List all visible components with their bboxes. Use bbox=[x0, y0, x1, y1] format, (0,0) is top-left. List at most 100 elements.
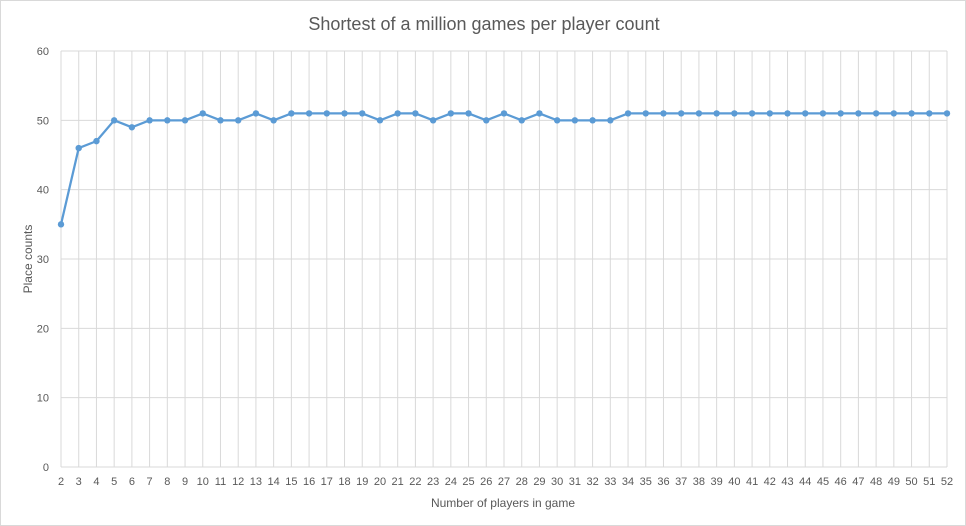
x-tick-label: 49 bbox=[888, 476, 900, 488]
x-tick-label: 10 bbox=[197, 476, 209, 488]
x-tick-label: 15 bbox=[285, 476, 297, 488]
data-point bbox=[146, 117, 153, 124]
data-point bbox=[660, 110, 667, 117]
x-tick-label: 43 bbox=[781, 476, 793, 488]
x-tick-label: 32 bbox=[586, 476, 598, 488]
gridlines bbox=[60, 50, 948, 468]
data-point bbox=[288, 110, 295, 117]
x-tick-label: 46 bbox=[835, 476, 847, 488]
data-point bbox=[784, 110, 791, 117]
x-tick-label: 28 bbox=[516, 476, 528, 488]
x-tick-label: 26 bbox=[480, 476, 492, 488]
x-tick-label: 27 bbox=[498, 476, 510, 488]
x-tick-label: 4 bbox=[93, 476, 99, 488]
x-tick-label: 31 bbox=[569, 476, 581, 488]
x-tick-label: 2 bbox=[58, 476, 64, 488]
data-point bbox=[341, 110, 348, 117]
y-tick-label: 60 bbox=[37, 46, 49, 58]
data-point bbox=[429, 117, 437, 124]
x-tick-label: 30 bbox=[551, 476, 563, 488]
y-tick-label: 40 bbox=[37, 185, 49, 197]
x-axis-ticks: 2 3 4 5 6 7 8 9 10 11 12 13 14 15 16 17 18 19 20 21 22 23 24 25… bbox=[58, 476, 953, 488]
data-point bbox=[394, 110, 401, 117]
data-point bbox=[678, 110, 685, 117]
data-point bbox=[624, 110, 632, 117]
x-tick-label: 24 bbox=[445, 476, 457, 488]
x-tick-label: 7 bbox=[147, 476, 153, 488]
x-tick-label: 36 bbox=[657, 476, 669, 488]
data-point bbox=[872, 110, 880, 117]
data-point bbox=[766, 110, 773, 117]
y-tick-label: 20 bbox=[37, 323, 49, 335]
data-point bbox=[926, 110, 933, 117]
data-point bbox=[837, 110, 844, 117]
data-point bbox=[235, 117, 242, 124]
y-tick-label: 50 bbox=[37, 115, 49, 127]
data-point bbox=[359, 110, 366, 117]
x-tick-label: 34 bbox=[622, 476, 634, 488]
x-tick-label: 48 bbox=[870, 476, 882, 488]
x-tick-label: 51 bbox=[923, 476, 935, 488]
data-point bbox=[607, 117, 614, 124]
data-point bbox=[642, 110, 649, 117]
x-tick-label: 44 bbox=[799, 476, 811, 488]
data-point bbox=[802, 110, 809, 117]
data-point bbox=[483, 117, 490, 124]
x-tick-label: 22 bbox=[409, 476, 421, 488]
x-tick-label: 13 bbox=[250, 476, 262, 488]
x-tick-label: 37 bbox=[675, 476, 687, 488]
data-point bbox=[890, 110, 898, 117]
data-point bbox=[199, 110, 206, 117]
x-tick-label: 41 bbox=[746, 476, 758, 488]
data-point bbox=[305, 110, 313, 117]
x-tick-label: 6 bbox=[129, 476, 135, 488]
x-tick-label: 33 bbox=[604, 476, 616, 488]
data-point bbox=[500, 110, 508, 117]
x-tick-label: 52 bbox=[941, 476, 953, 488]
y-tick-label: 0 bbox=[43, 462, 49, 474]
data-point bbox=[128, 124, 136, 131]
x-tick-label: 38 bbox=[693, 476, 705, 488]
x-tick-label: 42 bbox=[764, 476, 776, 488]
y-tick-label: 30 bbox=[37, 254, 49, 266]
data-point bbox=[713, 110, 720, 117]
data-point bbox=[323, 110, 330, 117]
x-tick-label: 9 bbox=[182, 476, 188, 488]
x-axis-title: Number of players in game bbox=[431, 496, 575, 510]
data-point bbox=[855, 110, 862, 117]
x-tick-label: 50 bbox=[905, 476, 917, 488]
data-point bbox=[731, 110, 738, 117]
x-tick-label: 47 bbox=[852, 476, 864, 488]
data-point bbox=[518, 117, 525, 124]
x-tick-label: 14 bbox=[268, 476, 280, 488]
data-point bbox=[164, 117, 171, 124]
data-point bbox=[252, 110, 260, 117]
data-point bbox=[589, 117, 596, 124]
x-tick-label: 39 bbox=[711, 476, 723, 488]
data-point bbox=[57, 221, 65, 228]
data-point bbox=[376, 117, 384, 124]
x-tick-label: 17 bbox=[321, 476, 333, 488]
data-point bbox=[217, 117, 224, 124]
x-tick-label: 11 bbox=[215, 476, 226, 488]
x-tick-label: 29 bbox=[533, 476, 545, 488]
x-tick-label: 3 bbox=[76, 476, 82, 488]
x-tick-label: 18 bbox=[338, 476, 350, 488]
data-point bbox=[110, 117, 118, 124]
data-point bbox=[819, 110, 827, 117]
y-axis-ticks: 0 10 20 30 40 50 60 bbox=[37, 46, 49, 474]
data-point bbox=[93, 137, 100, 145]
y-axis-title: Place counts bbox=[21, 225, 35, 294]
data-point bbox=[270, 117, 277, 124]
x-tick-label: 8 bbox=[164, 476, 170, 488]
data-point bbox=[75, 144, 82, 152]
x-tick-label: 40 bbox=[728, 476, 740, 488]
data-point bbox=[447, 110, 455, 117]
x-tick-label: 5 bbox=[111, 476, 117, 488]
data-point bbox=[908, 110, 915, 117]
data-point bbox=[412, 110, 419, 117]
chart-title: Shortest of a million games per player c… bbox=[308, 14, 659, 34]
data-point bbox=[695, 110, 703, 117]
data-point bbox=[943, 110, 951, 117]
